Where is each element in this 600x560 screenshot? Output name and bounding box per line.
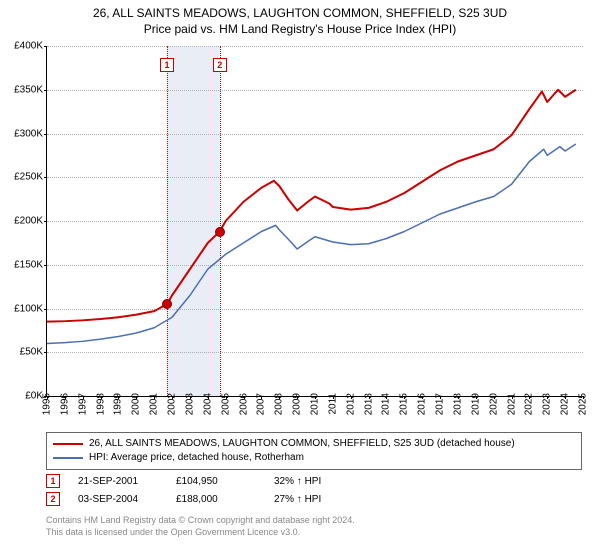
- sale-dot: [162, 299, 172, 309]
- legend-swatch: [53, 457, 83, 459]
- x-axis-label: 2015: [399, 393, 410, 415]
- sales-table: 1 21-SEP-2001 £104,950 32% ↑ HPI 2 03-SE…: [46, 472, 582, 508]
- legend-swatch: [53, 443, 83, 445]
- y-tick: [44, 352, 47, 353]
- footer-line-2: This data is licensed under the Open Gov…: [46, 527, 582, 539]
- chart-container: 26, ALL SAINTS MEADOWS, LAUGHTON COMMON,…: [0, 0, 600, 560]
- x-axis-label: 2005: [220, 393, 231, 415]
- y-axis-label: £100K: [3, 303, 43, 314]
- sale-price: £104,950: [176, 476, 256, 487]
- y-tick: [44, 177, 47, 178]
- x-axis-label: 1997: [77, 393, 88, 415]
- y-axis-label: £350K: [3, 84, 43, 95]
- license-footer: Contains HM Land Registry data © Crown c…: [46, 515, 582, 538]
- title-line-2: Price paid vs. HM Land Registry's House …: [0, 22, 600, 38]
- series-hpi: [47, 144, 576, 344]
- chart-title: 26, ALL SAINTS MEADOWS, LAUGHTON COMMON,…: [0, 0, 600, 37]
- x-axis-label: 1995: [42, 393, 53, 415]
- sale-row: 2 03-SEP-2004 £188,000 27% ↑ HPI: [46, 490, 582, 508]
- x-axis-label: 2017: [435, 393, 446, 415]
- sale-dot: [215, 227, 225, 237]
- y-axis-label: £400K: [3, 41, 43, 52]
- x-axis-label: 2014: [381, 393, 392, 415]
- x-axis-label: 2001: [149, 393, 160, 415]
- x-axis-label: 2016: [417, 393, 428, 415]
- x-axis-label: 2009: [292, 393, 303, 415]
- y-axis-label: £150K: [3, 259, 43, 270]
- x-axis-label: 2000: [131, 393, 142, 415]
- x-axis-label: 2022: [524, 393, 535, 415]
- title-line-1: 26, ALL SAINTS MEADOWS, LAUGHTON COMMON,…: [0, 6, 600, 22]
- legend-label: HPI: Average price, detached house, Roth…: [89, 451, 304, 465]
- x-axis-label: 2004: [202, 393, 213, 415]
- x-axis-label: 2007: [256, 393, 267, 415]
- y-tick: [44, 90, 47, 91]
- sale-vs-hpi: 27% ↑ HPI: [274, 494, 354, 505]
- x-axis-label: 2020: [488, 393, 499, 415]
- footer-line-1: Contains HM Land Registry data © Crown c…: [46, 515, 582, 527]
- series-address: [47, 90, 576, 322]
- y-axis-label: £250K: [3, 172, 43, 183]
- y-axis-label: £0K: [3, 391, 43, 402]
- x-axis-label: 1996: [59, 393, 70, 415]
- legend: 26, ALL SAINTS MEADOWS, LAUGHTON COMMON,…: [46, 432, 582, 470]
- sale-price: £188,000: [176, 494, 256, 505]
- y-tick: [44, 265, 47, 266]
- x-axis-label: 1998: [95, 393, 106, 415]
- plot-area: £0K£50K£100K£150K£200K£250K£300K£350K£40…: [46, 46, 583, 397]
- x-axis-label: 2012: [345, 393, 356, 415]
- x-axis-label: 2013: [363, 393, 374, 415]
- sale-vs-hpi: 32% ↑ HPI: [274, 476, 354, 487]
- x-axis-label: 2018: [452, 393, 463, 415]
- legend-item-address: 26, ALL SAINTS MEADOWS, LAUGHTON COMMON,…: [53, 437, 575, 451]
- y-tick: [44, 221, 47, 222]
- legend-item-hpi: HPI: Average price, detached house, Roth…: [53, 451, 575, 465]
- x-axis-label: 2021: [506, 393, 517, 415]
- x-axis-label: 2006: [238, 393, 249, 415]
- y-tick: [44, 309, 47, 310]
- x-axis-label: 1999: [113, 393, 124, 415]
- line-layer: [47, 46, 583, 396]
- event-marker: 1: [160, 58, 174, 72]
- x-axis-label: 2002: [167, 393, 178, 415]
- x-axis-label: 2025: [578, 393, 589, 415]
- event-marker: 2: [213, 58, 227, 72]
- sale-date: 03-SEP-2004: [78, 494, 158, 505]
- x-axis-label: 2023: [542, 393, 553, 415]
- y-tick: [44, 46, 47, 47]
- sale-marker: 2: [46, 492, 60, 506]
- x-axis-label: 2008: [274, 393, 285, 415]
- x-axis-label: 2011: [327, 393, 338, 415]
- legend-label: 26, ALL SAINTS MEADOWS, LAUGHTON COMMON,…: [89, 437, 515, 451]
- y-axis-label: £50K: [3, 347, 43, 358]
- sale-date: 21-SEP-2001: [78, 476, 158, 487]
- y-tick: [44, 134, 47, 135]
- y-axis-label: £200K: [3, 216, 43, 227]
- sale-row: 1 21-SEP-2001 £104,950 32% ↑ HPI: [46, 472, 582, 490]
- x-axis-label: 2019: [470, 393, 481, 415]
- sale-marker: 1: [46, 474, 60, 488]
- y-axis-label: £300K: [3, 128, 43, 139]
- x-axis-label: 2010: [310, 393, 321, 415]
- x-axis-label: 2024: [560, 393, 571, 415]
- x-axis-label: 2003: [184, 393, 195, 415]
